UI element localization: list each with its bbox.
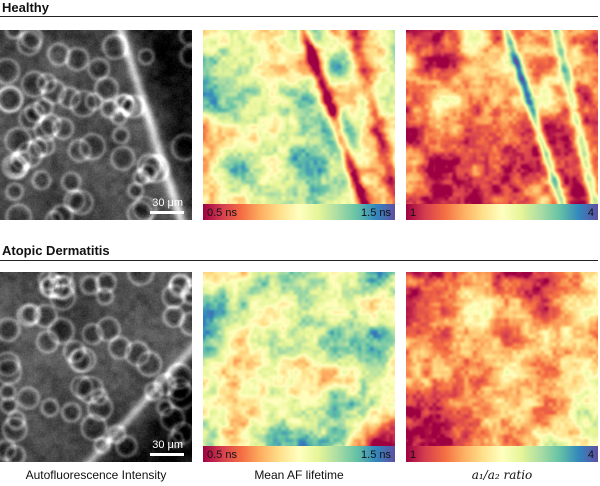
- caption-lifetime: Mean AF lifetime: [254, 468, 344, 482]
- healthy-scale-bar: [150, 211, 184, 214]
- ad-scale-bar: [150, 453, 184, 456]
- ad-ratio-min-label: 1: [410, 449, 417, 461]
- caption-intensity: Autofluorescence Intensity: [25, 468, 167, 482]
- section-divider-healthy: [0, 16, 598, 17]
- healthy-lifetime-canvas: [203, 30, 395, 220]
- section-divider-atopic-dermatitis: [0, 260, 598, 261]
- section-title-healthy: Healthy: [2, 0, 49, 15]
- ad-ratio-canvas: [406, 272, 598, 462]
- ad-intensity-image: 30 μm: [0, 272, 192, 462]
- healthy-lifetime-max-label: 1.5 ns: [361, 207, 391, 219]
- healthy-ratio-canvas: [406, 30, 598, 220]
- healthy-lifetime-colorbar: 0.5 ns 1.5 ns: [203, 204, 395, 220]
- ad-lifetime-max-label: 1.5 ns: [361, 449, 391, 461]
- ad-lifetime-colorbar: 0.5 ns 1.5 ns: [203, 446, 395, 462]
- healthy-ratio-map: 1 4: [406, 30, 598, 220]
- ad-lifetime-map: 0.5 ns 1.5 ns: [203, 272, 395, 462]
- healthy-scale-label: 30 μm: [152, 197, 183, 209]
- ad-ratio-map: 1 4: [406, 272, 598, 462]
- caption-ratio: a₁/a₂ ratio: [471, 468, 533, 482]
- healthy-lifetime-map: 0.5 ns 1.5 ns: [203, 30, 395, 220]
- section-title-atopic-dermatitis: Atopic Dermatitis: [2, 243, 110, 258]
- ad-lifetime-min-label: 0.5 ns: [207, 449, 237, 461]
- healthy-lifetime-min-label: 0.5 ns: [207, 207, 237, 219]
- healthy-intensity-image: 30 μm: [0, 30, 192, 220]
- ad-scale-label: 30 μm: [152, 439, 183, 451]
- ad-intensity-canvas: [0, 272, 192, 462]
- healthy-intensity-canvas: [0, 30, 192, 220]
- healthy-ratio-colorbar: 1 4: [406, 204, 598, 220]
- ad-ratio-colorbar: 1 4: [406, 446, 598, 462]
- ad-ratio-max-label: 4: [587, 449, 594, 461]
- healthy-ratio-min-label: 1: [410, 207, 417, 219]
- ad-lifetime-canvas: [203, 272, 395, 462]
- healthy-ratio-max-label: 4: [587, 207, 594, 219]
